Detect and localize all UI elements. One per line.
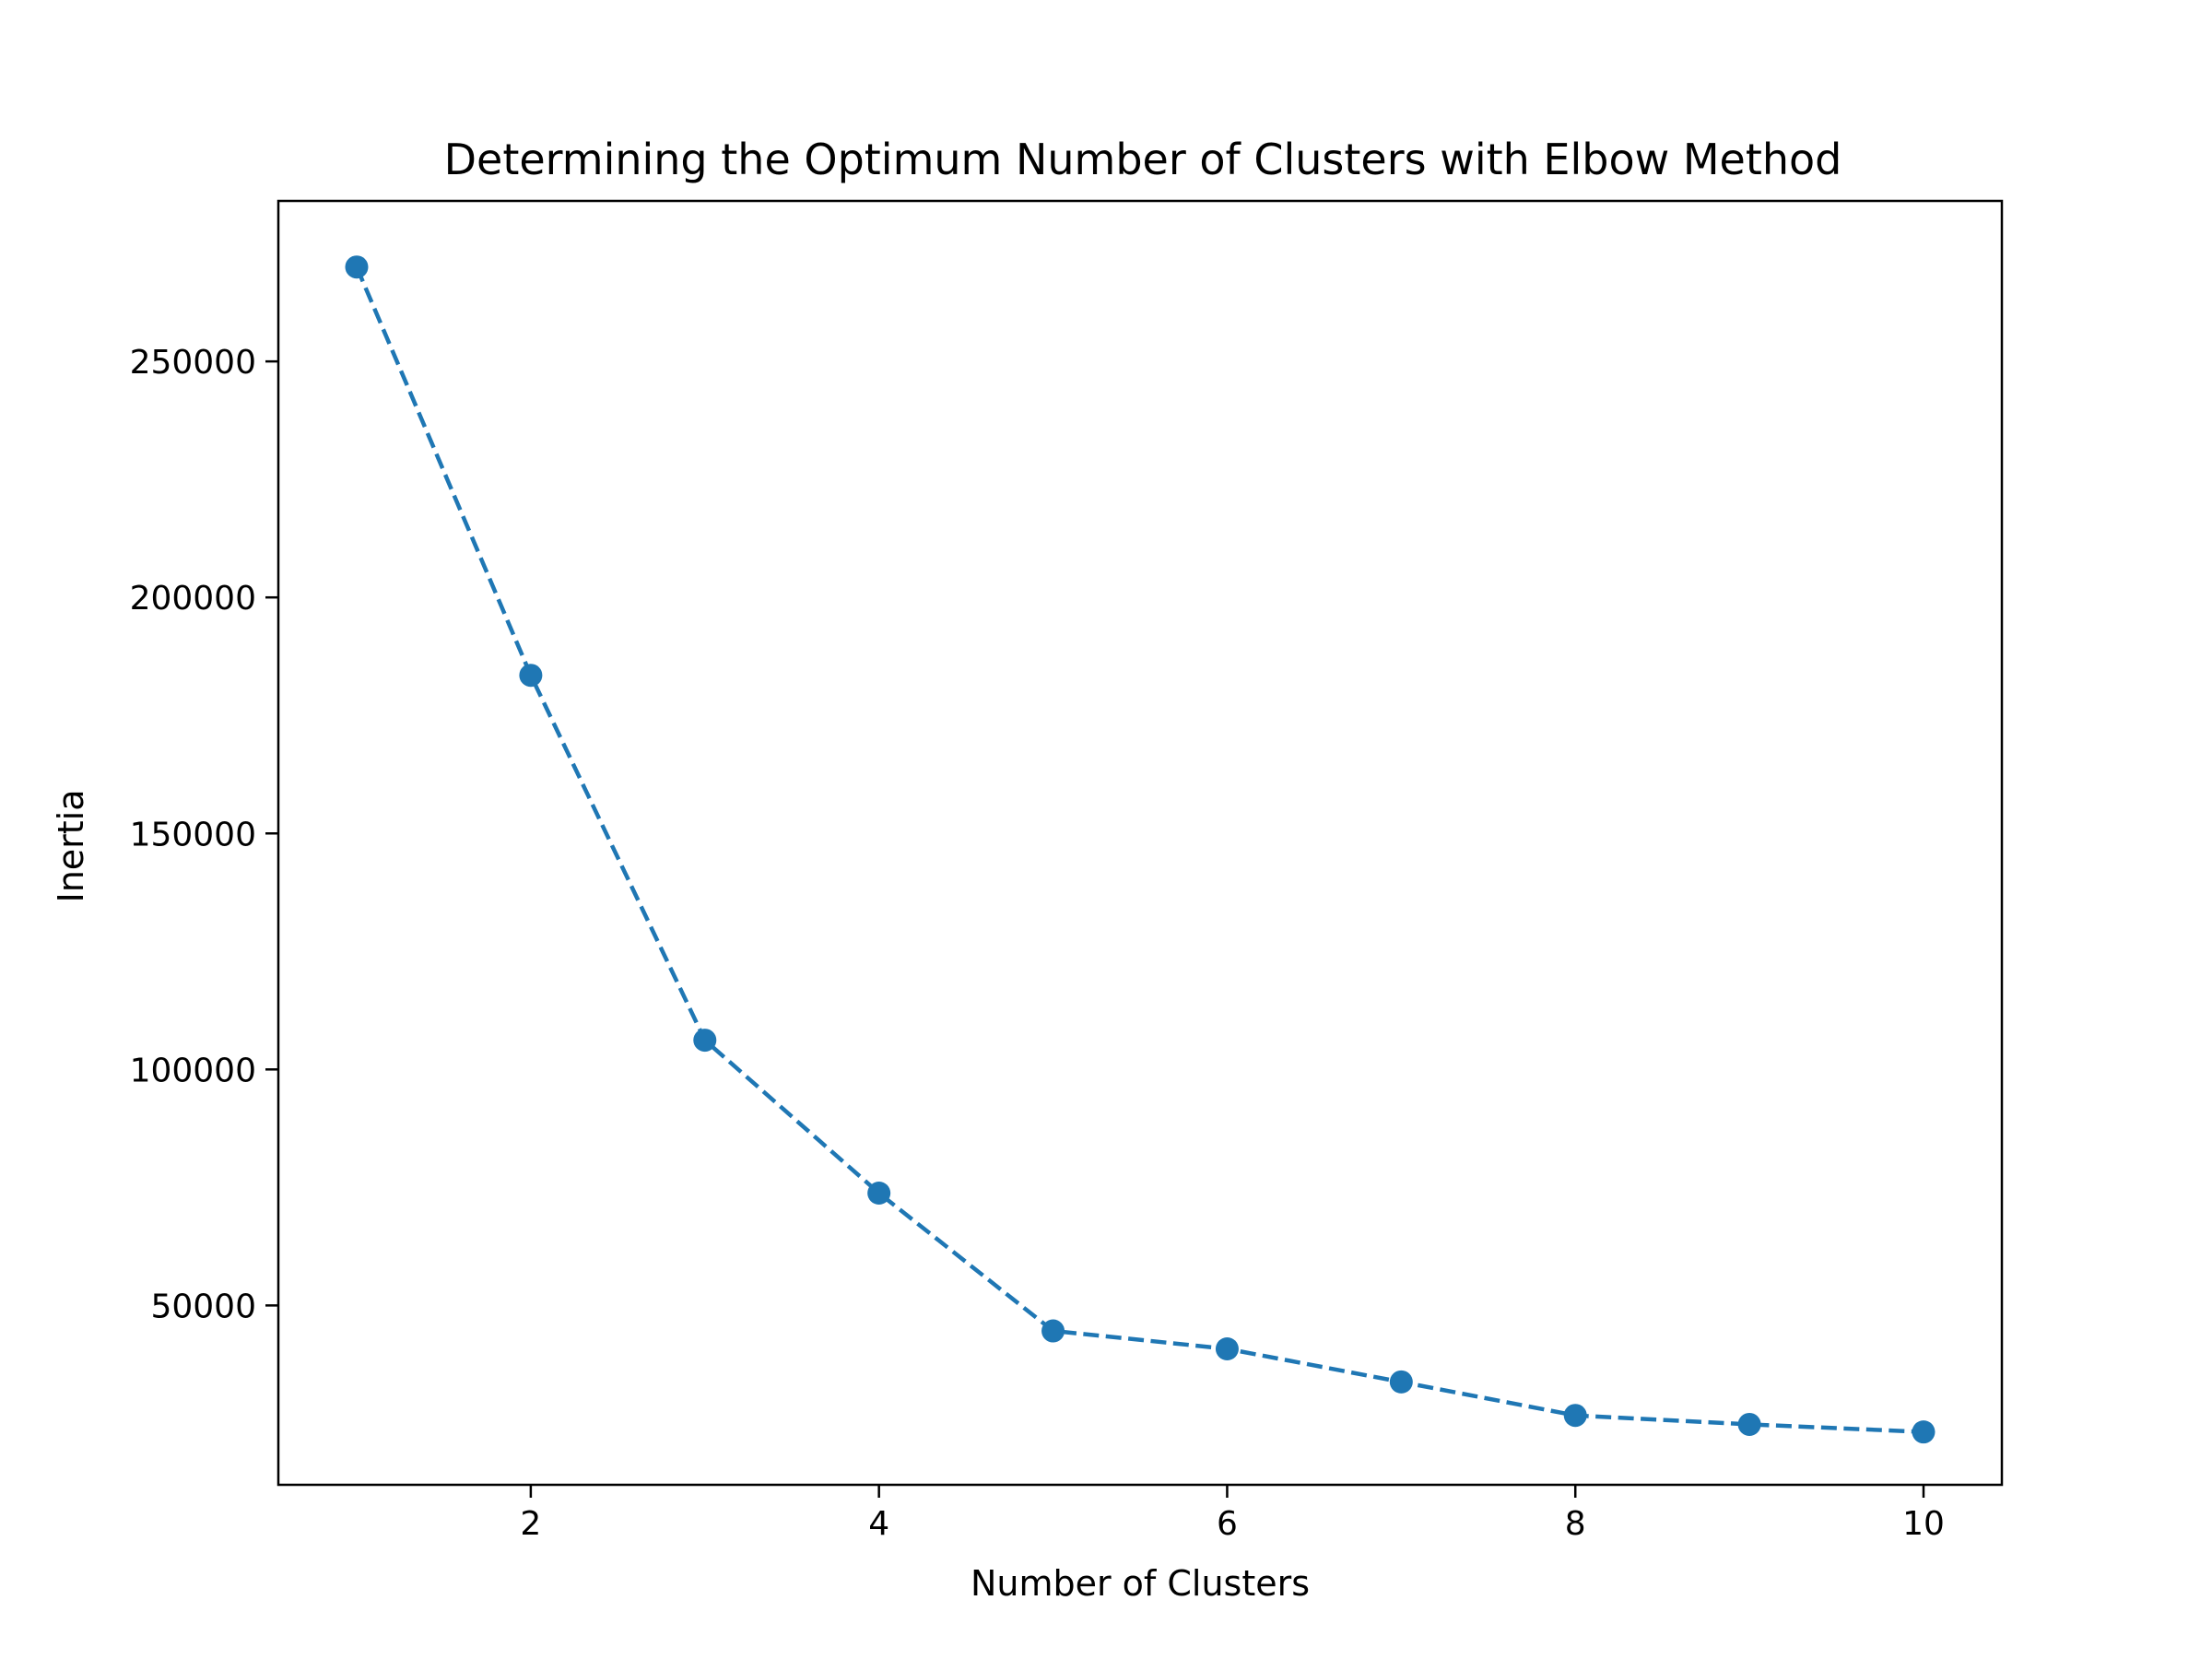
y-tick-label: 50000	[150, 1288, 256, 1325]
x-tick-label: 8	[1565, 1505, 1586, 1543]
y-tick-label: 250000	[130, 344, 256, 382]
data-point	[1737, 1412, 1761, 1436]
plot-area	[276, 199, 2004, 1487]
data-point	[519, 664, 543, 688]
data-point	[1041, 1319, 1065, 1343]
data-point	[1912, 1420, 1936, 1444]
y-tick-label: 200000	[130, 580, 256, 618]
y-axis-label: Inertia	[51, 789, 91, 902]
data-point	[1563, 1404, 1587, 1428]
chart-title: Determining the Optimum Number of Cluste…	[444, 135, 1842, 184]
data-point	[1215, 1337, 1239, 1361]
axes-frame	[276, 199, 2004, 1487]
data-point	[867, 1182, 891, 1206]
y-axis-ticks: 50000 100000 150000 200000 250000	[130, 344, 278, 1325]
x-axis-label: Number of Clusters	[971, 1563, 1310, 1604]
y-tick-label: 100000	[130, 1052, 256, 1089]
x-tick-label: 2	[520, 1505, 541, 1543]
x-axis-ticks: 2 4 6 8 10	[520, 1485, 1945, 1543]
data-point	[1389, 1370, 1413, 1394]
x-tick-label: 6	[1217, 1505, 1238, 1543]
x-tick-label: 10	[1902, 1505, 1945, 1543]
y-tick-label: 150000	[130, 816, 256, 853]
series-layer	[345, 255, 1936, 1444]
data-point	[693, 1029, 717, 1053]
x-tick-label: 4	[868, 1505, 889, 1543]
series-line	[354, 265, 1924, 1434]
data-point	[345, 255, 369, 279]
